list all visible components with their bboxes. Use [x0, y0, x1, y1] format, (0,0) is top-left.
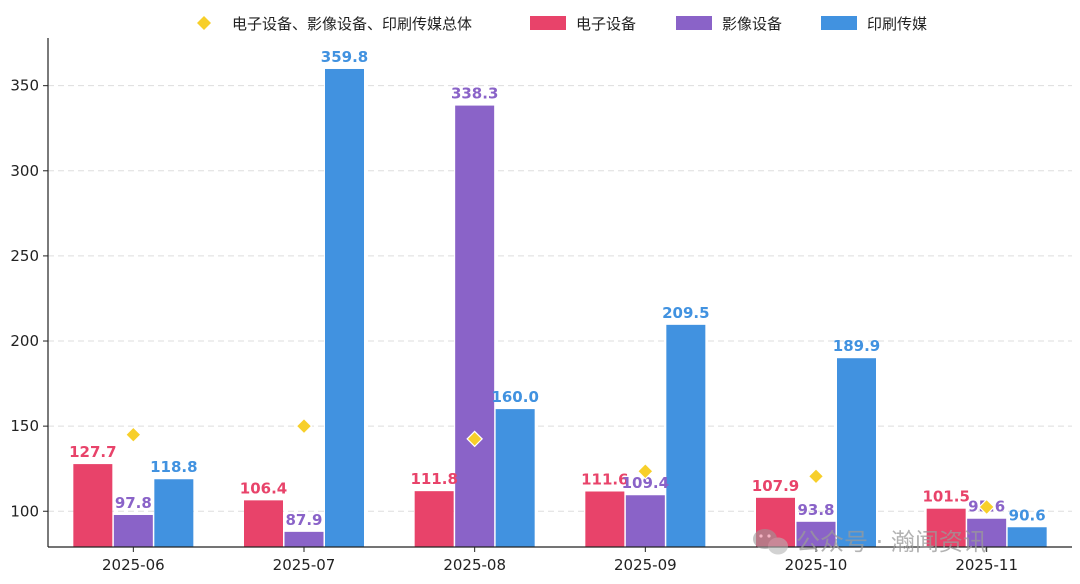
legend-label: 印刷传媒: [867, 15, 927, 33]
bar-value-labels: 127.7 97.8 118.8 106.4 87.9 359.8 111.8 338.3 16…: [69, 48, 1046, 529]
wechat-icon: [753, 529, 788, 555]
watermark: 公众号 · 瀚闻资讯: [753, 528, 987, 556]
bar-value-label: 209.5: [662, 304, 709, 322]
bar: [495, 409, 535, 547]
y-tick-label: 150: [10, 417, 39, 435]
bar-value-label: 160.0: [491, 388, 538, 406]
bar: [967, 518, 1007, 547]
bar: [796, 521, 836, 547]
x-tick-label: 2025-07: [273, 556, 336, 574]
y-tick-label: 250: [10, 247, 39, 265]
y-tick-label: 350: [10, 77, 39, 95]
bar: [455, 105, 495, 547]
total-markers: [124, 417, 996, 516]
x-tick-label: 2025-08: [443, 556, 506, 574]
legend-label: 影像设备: [722, 15, 782, 33]
legend-label: 电子设备、影像设备、印刷传媒总体: [232, 15, 472, 33]
bar-value-label: 107.9: [752, 477, 799, 495]
bar: [73, 464, 113, 547]
total-marker: [978, 498, 996, 516]
bar-value-label: 109.4: [622, 474, 669, 492]
watermark-text: 公众号 · 瀚闻资讯: [796, 528, 987, 556]
x-tick-label: 2025-09: [614, 556, 677, 574]
x-tick-label: 2025-06: [102, 556, 165, 574]
bars: [73, 68, 1047, 547]
bar-value-label: 111.6: [581, 471, 628, 489]
grid-lines: [48, 85, 1072, 512]
y-tick-label: 200: [10, 332, 39, 350]
bar: [837, 358, 876, 547]
bar-value-label: 106.4: [240, 479, 287, 497]
y-tick-labels: 100 150 200 250 300 350: [10, 77, 48, 520]
bar: [154, 479, 194, 547]
x-tick-labels: 2025-06 2025-07 2025-08 2025-09 2025-10 2025-…: [102, 547, 1018, 574]
bar-value-label: 87.9: [285, 511, 322, 529]
bar: [625, 495, 665, 547]
y-tick-label: 300: [10, 162, 39, 180]
bar: [926, 508, 966, 547]
x-tick-label: 2025-10: [785, 556, 848, 574]
bar: [113, 514, 153, 547]
bar: [284, 531, 324, 547]
bar: [325, 68, 364, 547]
bar: [414, 491, 454, 547]
bar: [666, 324, 706, 547]
bar-value-label: 189.9: [833, 337, 880, 355]
y-tick-label: 100: [10, 502, 39, 520]
legend-swatch: [821, 16, 857, 30]
legend-swatch: [197, 16, 211, 30]
bar-value-label: 118.8: [150, 458, 197, 476]
bar-value-label: 97.8: [115, 494, 152, 512]
x-tick-label: 2025-11: [955, 556, 1018, 574]
total-marker: [636, 462, 654, 480]
legend: 电子设备、影像设备、印刷传媒总体 电子设备 影像设备 印刷传媒: [197, 15, 927, 33]
bar: [244, 500, 283, 547]
total-marker: [295, 417, 313, 435]
total-marker: [807, 468, 825, 485]
bar-value-label: 93.8: [797, 501, 834, 519]
total-marker: [466, 430, 484, 448]
bar-value-label: 90.6: [1009, 506, 1046, 524]
bar-value-label: 359.8: [321, 48, 368, 66]
bar: [585, 491, 625, 547]
bar-value-label: 111.8: [410, 470, 457, 488]
bar-value-label: 338.3: [451, 85, 498, 103]
bar: [1007, 527, 1047, 547]
legend-swatch: [530, 16, 566, 30]
axes: [47, 38, 1072, 548]
legend-label: 电子设备: [576, 15, 636, 33]
bar-value-label: 101.5: [922, 488, 969, 506]
bar-value-label: 127.7: [69, 443, 116, 461]
legend-swatch: [676, 16, 712, 30]
total-marker: [124, 426, 142, 443]
